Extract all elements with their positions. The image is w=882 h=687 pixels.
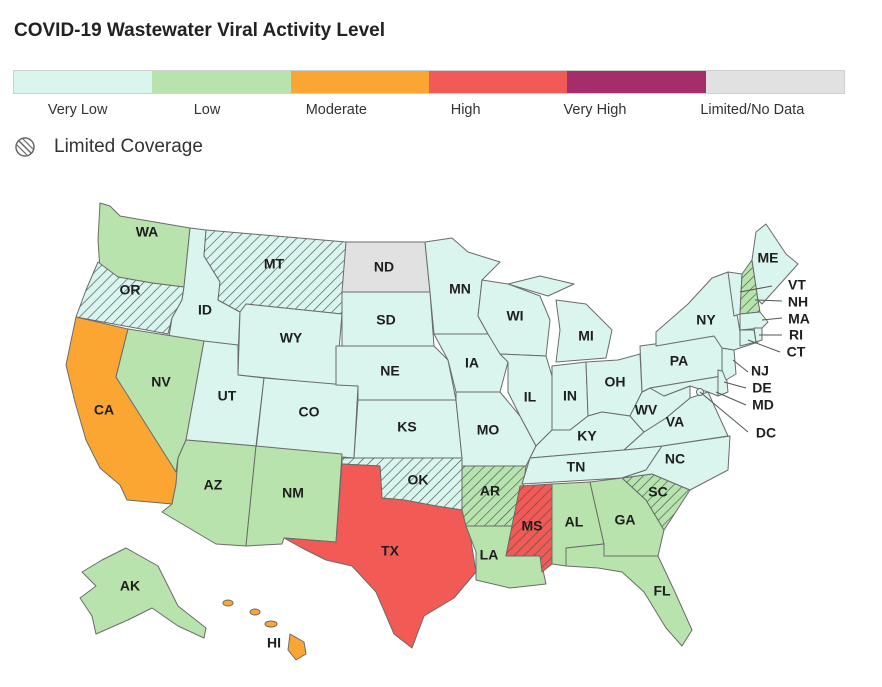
legend-label-low: Low (193, 102, 221, 118)
label-UT: UT (218, 388, 237, 404)
legend-swatch-moderate[interactable] (290, 71, 429, 93)
label-KY: KY (577, 428, 597, 444)
legend-labels: Very Low Low Moderate High Very High Lim… (13, 102, 845, 118)
label-NY: NY (696, 312, 716, 328)
label-IL: IL (524, 389, 537, 405)
state-MA[interactable] (739, 311, 769, 331)
label-DC: DC (756, 425, 776, 441)
label-OK: OK (408, 472, 429, 488)
label-AR: AR (480, 483, 500, 499)
label-MD: MD (752, 397, 774, 413)
label-NC: NC (665, 451, 685, 467)
leader-MD (715, 391, 747, 406)
state-HI[interactable] (222, 599, 307, 661)
legend-swatch-low[interactable] (152, 71, 291, 93)
label-IN: IN (563, 388, 577, 404)
label-KS: KS (397, 419, 416, 435)
label-DE: DE (752, 380, 771, 396)
label-HI: HI (267, 635, 281, 651)
label-VA: VA (666, 414, 684, 430)
label-ND: ND (374, 259, 394, 275)
label-MS: MS (522, 518, 543, 534)
state-MT[interactable] (203, 229, 347, 315)
leader-NH (754, 299, 783, 302)
label-VT: VT (788, 277, 806, 293)
legend-label-limited-no-data: Limited/No Data (700, 102, 805, 118)
state-NC[interactable] (621, 435, 731, 491)
leader-DE (723, 381, 747, 389)
state-TX[interactable] (283, 463, 477, 649)
label-MN: MN (449, 281, 471, 297)
limited-coverage-icon (15, 137, 35, 157)
label-TX: TX (381, 543, 400, 559)
label-ME: ME (758, 250, 779, 266)
legend-label-high: High (450, 102, 481, 118)
label-NV: NV (151, 374, 171, 390)
label-CA: CA (94, 402, 114, 418)
label-FL: FL (653, 583, 671, 599)
label-MI: MI (578, 328, 594, 344)
state-NJ[interactable] (721, 347, 737, 381)
legend-label-very-high: Very High (563, 102, 627, 118)
map-title: COVID-19 Wastewater Viral Activity Level (14, 20, 386, 41)
label-RI: RI (789, 327, 803, 343)
leader-DC (699, 391, 749, 433)
legend-swatch-very-low[interactable] (14, 71, 153, 93)
label-CT: CT (787, 344, 806, 360)
label-WV: WV (635, 402, 658, 418)
limited-coverage-label: Limited Coverage (54, 136, 203, 157)
label-AZ: AZ (204, 477, 223, 493)
label-WI: WI (506, 308, 523, 324)
label-MO: MO (477, 422, 500, 438)
state-FL[interactable] (565, 543, 693, 647)
limited-coverage-legend: Limited Coverage (14, 136, 203, 158)
legend-label-moderate: Moderate (305, 102, 367, 118)
label-NE: NE (380, 363, 399, 379)
label-WY: WY (280, 330, 303, 346)
label-CO: CO (299, 404, 320, 420)
label-SD: SD (376, 312, 395, 328)
label-SC: SC (648, 484, 667, 500)
legend-label-very-low: Very Low (47, 102, 108, 118)
leader-VT (739, 285, 773, 293)
legend-swatch-high[interactable] (428, 71, 568, 93)
legend-color-bar (13, 70, 845, 94)
state-AK[interactable] (79, 547, 207, 639)
label-LA: LA (480, 547, 499, 563)
label-ID: ID (198, 302, 212, 318)
label-MA: MA (788, 311, 810, 327)
leader-CT (747, 339, 781, 353)
state-RI[interactable] (753, 327, 763, 343)
legend-swatch-very-high[interactable] (567, 71, 706, 93)
label-IA: IA (465, 355, 479, 371)
legend-swatch-limited-no-data[interactable] (705, 71, 844, 93)
label-WA: WA (136, 224, 159, 240)
leader-NJ (732, 359, 749, 373)
label-AL: AL (565, 514, 584, 530)
label-GA: GA (615, 512, 636, 528)
label-AK: AK (120, 578, 140, 594)
label-TN: TN (567, 459, 586, 475)
leader-MA (761, 317, 783, 321)
label-NJ: NJ (751, 363, 769, 379)
label-MT: MT (264, 256, 285, 272)
state-MI[interactable] (507, 275, 613, 363)
label-PA: PA (670, 353, 688, 369)
label-OH: OH (605, 374, 626, 390)
label-NH: NH (788, 294, 808, 310)
state-ME[interactable] (751, 223, 799, 305)
label-OR: OR (120, 282, 141, 298)
label-NM: NM (282, 485, 304, 501)
